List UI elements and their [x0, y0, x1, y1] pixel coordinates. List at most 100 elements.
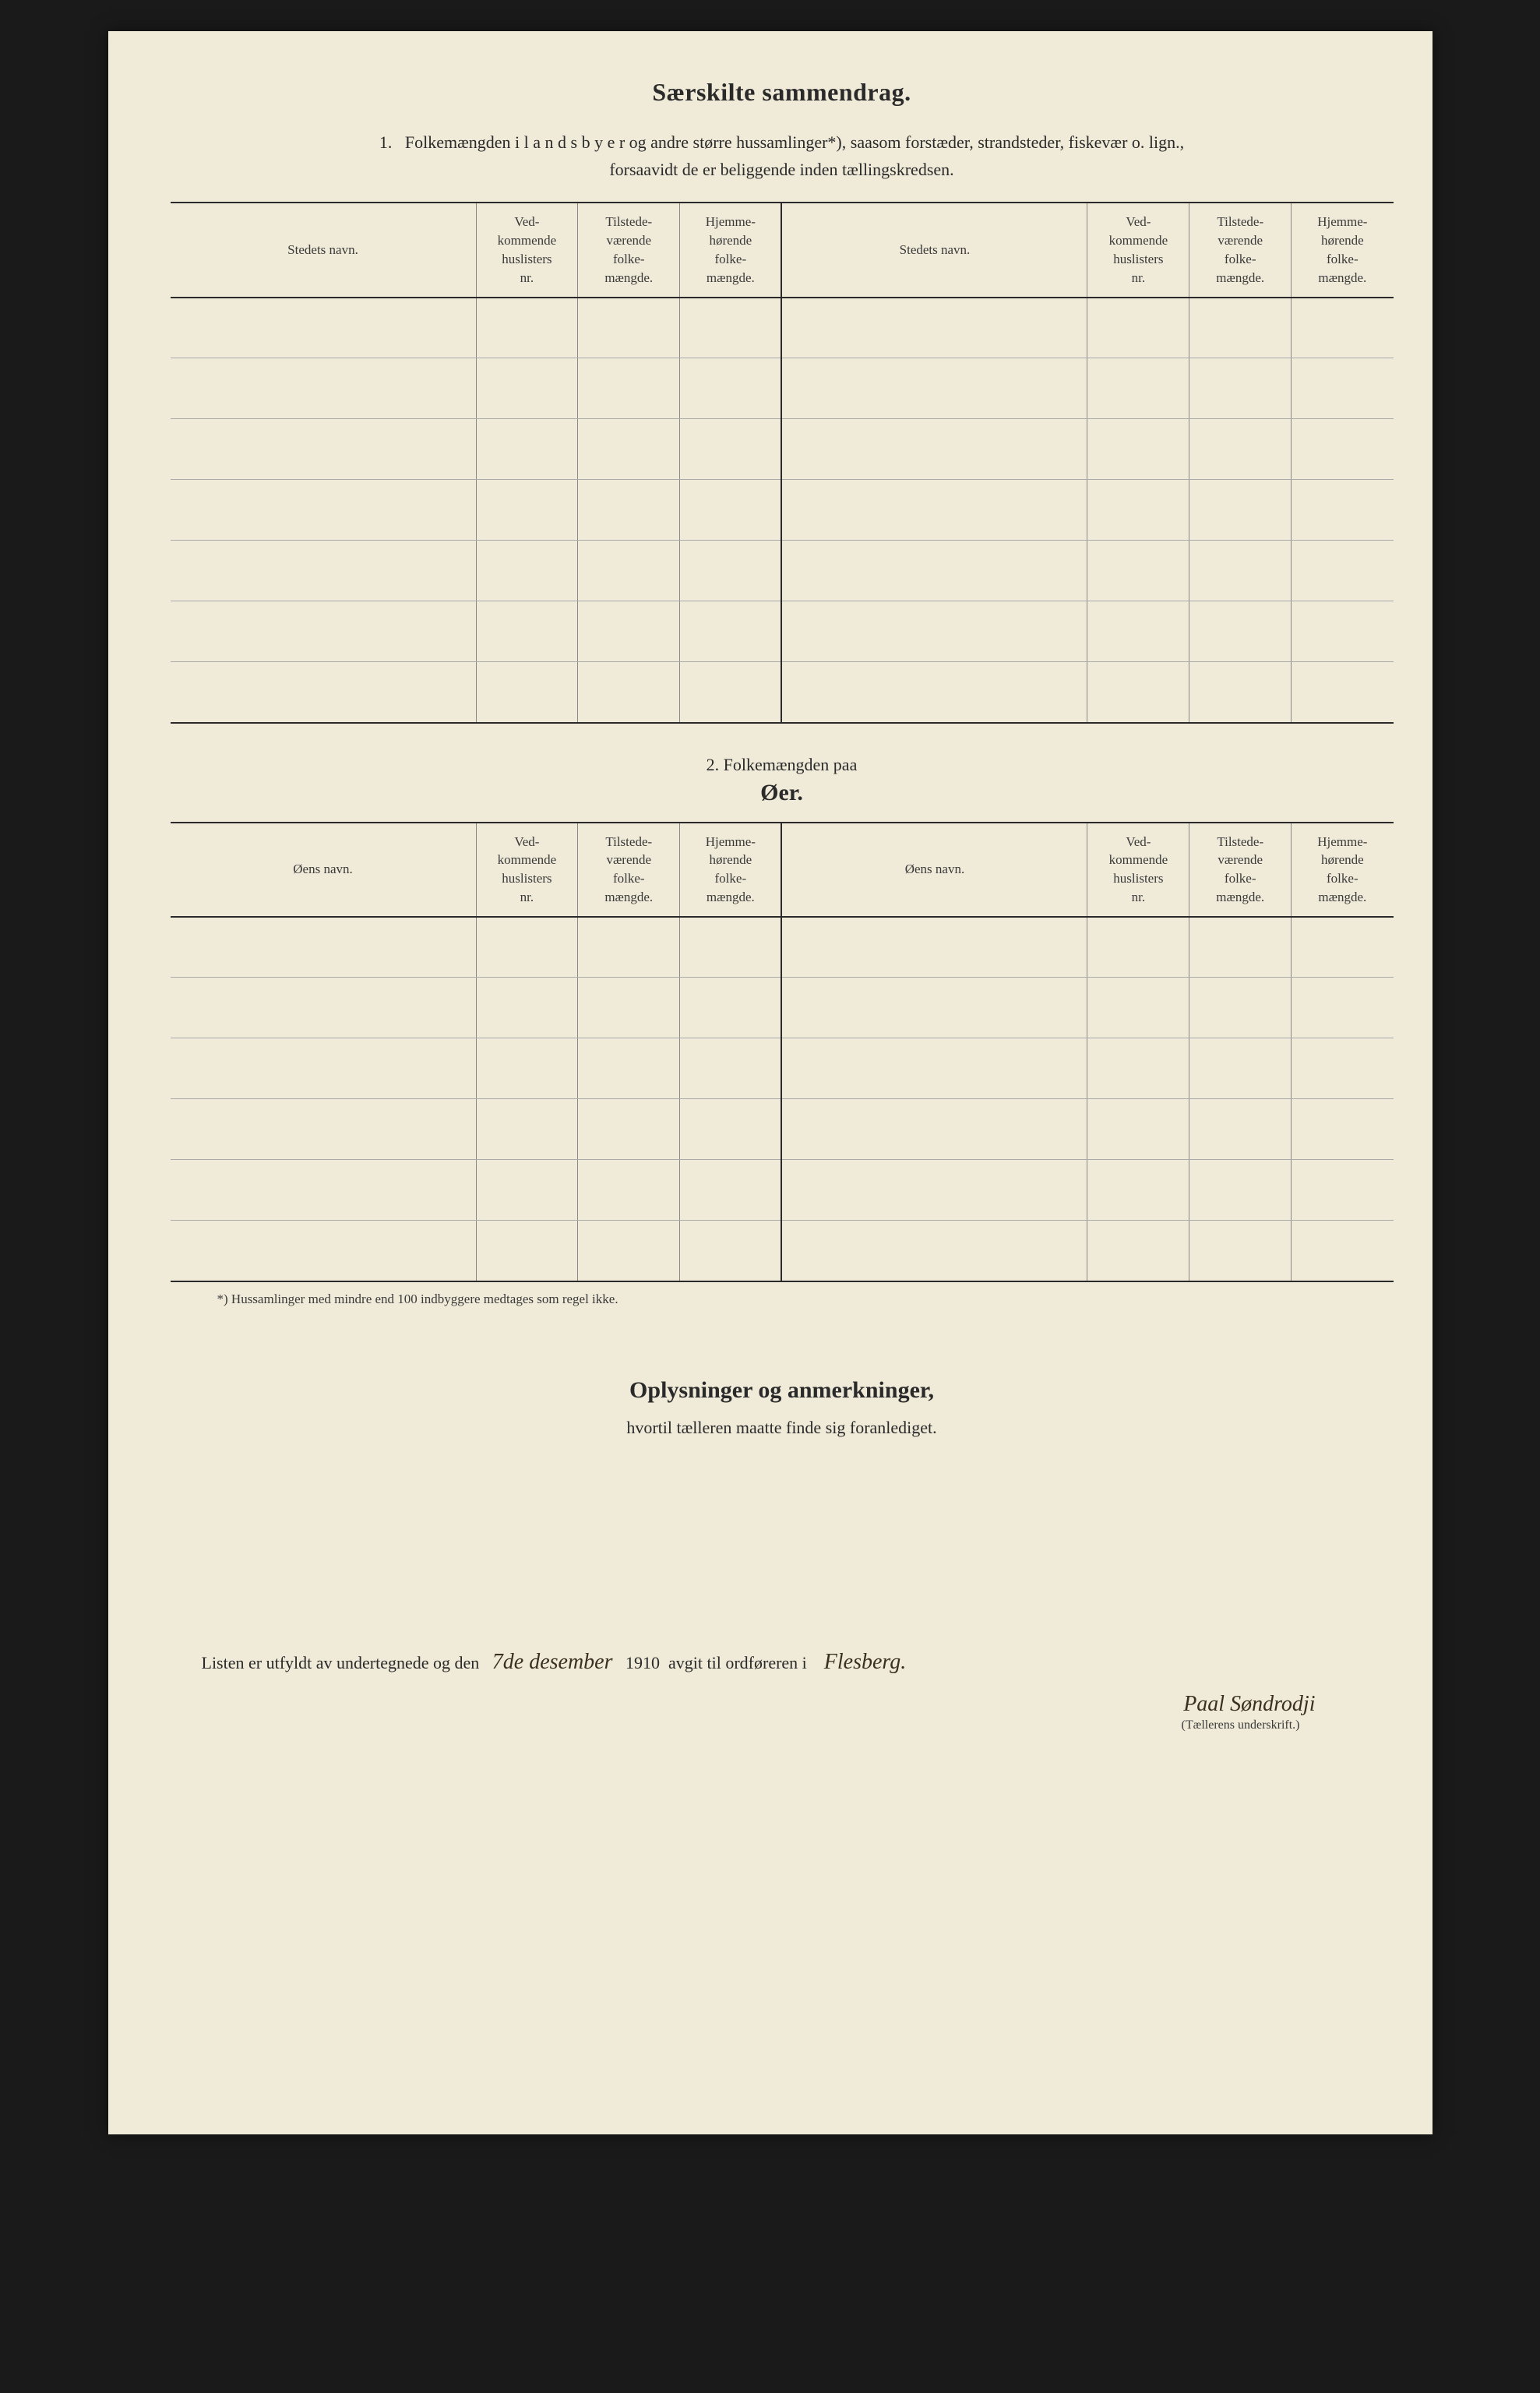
table-cell: [680, 601, 782, 662]
col-header: Ved-kommendehuslistersnr.: [476, 823, 578, 917]
table-cell: [1087, 358, 1189, 419]
section1-header-row: Stedets navn. Ved-kommendehuslistersnr. …: [171, 203, 1394, 297]
table-cell: [1189, 298, 1292, 358]
table-row: [171, 358, 1394, 419]
table-cell: [781, 358, 1087, 419]
table-cell: [1087, 480, 1189, 541]
table-cell: [578, 541, 680, 601]
table-cell: [781, 419, 1087, 480]
table-cell: [578, 917, 680, 978]
table-cell: [1189, 917, 1292, 978]
table-cell: [1189, 358, 1292, 419]
table-cell: [171, 1038, 477, 1099]
table-cell: [578, 601, 680, 662]
table-row: [171, 601, 1394, 662]
table-cell: [781, 1038, 1087, 1099]
section1-text-2: forsaavidt de er beliggende inden tællin…: [609, 160, 953, 179]
table-cell: [578, 480, 680, 541]
table-cell: [578, 1038, 680, 1099]
table-cell: [1292, 358, 1394, 419]
signature-name: Paal Søndrodji: [202, 1692, 1362, 1717]
table-cell: [1292, 978, 1394, 1038]
table-cell: [781, 662, 1087, 723]
table-row: [171, 298, 1394, 358]
col-header: Stedets navn.: [171, 203, 477, 297]
sig-place-handwritten: Flesberg.: [824, 1650, 907, 1674]
col-header: Stedets navn.: [781, 203, 1087, 297]
table-cell: [171, 601, 477, 662]
table-cell: [680, 1221, 782, 1281]
table-cell: [476, 1160, 578, 1221]
table-cell: [680, 298, 782, 358]
sig-date-handwritten: 7de desember: [492, 1650, 613, 1674]
table-cell: [1292, 1038, 1394, 1099]
table-cell: [1189, 1221, 1292, 1281]
table-cell: [1189, 662, 1292, 723]
table-row: [171, 662, 1394, 723]
table-cell: [1292, 1221, 1394, 1281]
table-cell: [578, 298, 680, 358]
table-cell: [781, 541, 1087, 601]
table-row: [171, 480, 1394, 541]
col-header: Ved-kommendehuslistersnr.: [1087, 823, 1189, 917]
table-cell: [1292, 1160, 1394, 1221]
col-header: Hjemme-hørendefolke-mængde.: [1292, 823, 1394, 917]
table-cell: [1292, 541, 1394, 601]
table-cell: [1087, 1038, 1189, 1099]
table-cell: [680, 419, 782, 480]
table-cell: [171, 978, 477, 1038]
table-cell: [1292, 662, 1394, 723]
table-cell: [171, 1160, 477, 1221]
section2-heading: 2. Folkemængden paa: [171, 755, 1394, 775]
table-cell: [1087, 1221, 1189, 1281]
table-cell: [781, 1221, 1087, 1281]
section2-header-row: Øens navn. Ved-kommendehuslistersnr. Til…: [171, 823, 1394, 917]
table-cell: [1189, 1099, 1292, 1160]
table-cell: [1087, 1160, 1189, 1221]
table-cell: [1087, 419, 1189, 480]
table-cell: [476, 601, 578, 662]
section2-body: [171, 917, 1394, 1281]
col-header: Ved-kommendehuslistersnr.: [1087, 203, 1189, 297]
table-cell: [1189, 480, 1292, 541]
table-cell: [1292, 917, 1394, 978]
table-cell: [781, 1160, 1087, 1221]
table-cell: [171, 1099, 477, 1160]
table-row: [171, 917, 1394, 978]
table-cell: [1087, 1099, 1189, 1160]
notes-subtitle: hvortil tælleren maatte finde sig foranl…: [171, 1418, 1394, 1438]
section1-text-1: Folkemængden i l a n d s b y e r og andr…: [405, 132, 1184, 152]
table-cell: [680, 978, 782, 1038]
table-cell: [578, 978, 680, 1038]
table-cell: [1292, 601, 1394, 662]
table-cell: [781, 978, 1087, 1038]
table-cell: [781, 1099, 1087, 1160]
table-cell: [1087, 601, 1189, 662]
table-row: [171, 419, 1394, 480]
table-cell: [171, 480, 477, 541]
signature-line: Listen er utfyldt av undertegnede og den…: [202, 1641, 1362, 1684]
table-cell: [1189, 978, 1292, 1038]
table-row: [171, 978, 1394, 1038]
table-cell: [1189, 419, 1292, 480]
sig-mid: avgit til ordføreren i: [668, 1653, 807, 1672]
sig-year: 1910: [626, 1653, 660, 1672]
table-cell: [781, 917, 1087, 978]
table-cell: [171, 662, 477, 723]
table-row: [171, 1038, 1394, 1099]
table-row: [171, 541, 1394, 601]
table-row: [171, 1221, 1394, 1281]
table-cell: [476, 1038, 578, 1099]
sig-prefix: Listen er utfyldt av undertegnede og den: [202, 1653, 480, 1672]
table-cell: [1292, 419, 1394, 480]
table-row: [171, 1160, 1394, 1221]
table-cell: [781, 298, 1087, 358]
col-header: Hjemme-hørendefolke-mængde.: [680, 203, 782, 297]
signature-area: Listen er utfyldt av undertegnede og den…: [171, 1641, 1394, 1732]
col-header: Tilstede-værendefolke-mængde.: [1189, 823, 1292, 917]
table-cell: [680, 662, 782, 723]
table-cell: [476, 480, 578, 541]
table-cell: [476, 419, 578, 480]
table-cell: [476, 978, 578, 1038]
table-cell: [578, 358, 680, 419]
